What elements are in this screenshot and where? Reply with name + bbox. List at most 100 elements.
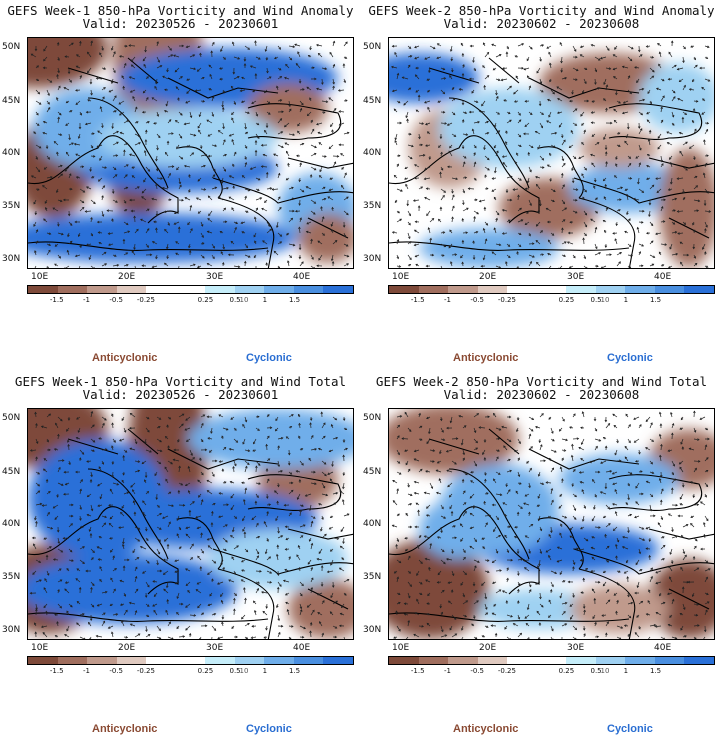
- colorbar-tick-label: -0.25: [136, 296, 155, 304]
- lat-label: 45N: [363, 96, 382, 106]
- colorbar-tick-label: -0.5: [109, 296, 124, 304]
- coastline: [428, 428, 714, 610]
- anticyclonic-region: [389, 409, 519, 474]
- colorbar-tick-label: -0.5: [470, 667, 485, 675]
- colorbar-bin: [389, 657, 419, 664]
- colorbar-bin: [175, 286, 206, 293]
- panel-title: GEFS Week-1 850-hPa Vorticity and Wind T…: [14, 374, 347, 389]
- lat-label: 45N: [2, 96, 21, 106]
- coastline: [217, 568, 275, 639]
- colorbar-tick-label: -1: [443, 296, 451, 304]
- colorbar-bin: [234, 657, 265, 664]
- colorbar-tick-label: 1.5: [288, 296, 301, 304]
- lon-label: 20E: [479, 643, 497, 653]
- colorbar-tick-label: -1.5: [49, 667, 64, 675]
- panel-week2-total: GEFS Week-2 850-hPa Vorticity and Wind T…: [361, 371, 722, 742]
- colorbar-tick-label: -1.5: [410, 296, 425, 304]
- colorbar-bin: [625, 657, 655, 664]
- colorbar-bin: [595, 657, 626, 664]
- lat-label: 50N: [363, 42, 382, 52]
- vorticity-map: [27, 37, 354, 269]
- colorbar-bin: [389, 286, 419, 293]
- colorbar-bin: [566, 657, 596, 664]
- lon-label: 10E: [31, 643, 49, 653]
- legend-cyclonic: Cyclonic: [246, 723, 292, 735]
- colorbar-ticks: -1.5 -1 -0.5 -0.25 0.25 0.5 1 1.5 10: [27, 667, 354, 677]
- colorbar-bin: [175, 657, 206, 664]
- colorbar-ticks: -1.5 -1 -0.5 -0.25 0.25 0.5 1 1.5 10: [27, 296, 354, 306]
- coastline: [448, 97, 530, 189]
- legend-anticyclonic: Anticyclonic: [453, 352, 519, 364]
- colorbar-bin: [205, 286, 235, 293]
- colorbar-bin: [87, 286, 117, 293]
- colorbar: [27, 285, 354, 294]
- lat-label: 40N: [363, 519, 382, 529]
- lat-label: 30N: [2, 625, 21, 635]
- lat-label: 50N: [363, 413, 382, 423]
- lat-label: 35N: [2, 201, 21, 211]
- cyclonic-region: [569, 163, 689, 213]
- colorbar-tick-label: -1.5: [410, 667, 425, 675]
- colorbar: [27, 656, 354, 665]
- lat-label: 30N: [2, 254, 21, 264]
- colorbar-tick-label: -0.5: [470, 296, 485, 304]
- coastline: [67, 57, 353, 239]
- cyclonic-region: [419, 499, 499, 559]
- colorbar-tick-label: -1: [82, 667, 90, 675]
- coastline: [389, 241, 630, 251]
- vorticity-map: [27, 408, 354, 640]
- colorbar-bin: [477, 657, 508, 664]
- map-canvas: [389, 409, 714, 639]
- colorbar-bin: [654, 657, 685, 664]
- anticyclonic-region: [649, 559, 714, 639]
- colorbar-bin: [448, 657, 478, 664]
- lon-label: 40E: [654, 643, 672, 653]
- colorbar-tick-label: 0.5: [590, 667, 602, 675]
- anticyclonic-region: [288, 579, 353, 639]
- colorbar-bin: [536, 657, 567, 664]
- legend-anticyclonic: Anticyclonic: [92, 352, 158, 364]
- coastline: [428, 57, 714, 239]
- cyclonic-region: [419, 228, 559, 268]
- colorbar-tick-label: 0.5: [229, 296, 241, 304]
- colorbar-tick-label: 1: [623, 296, 629, 304]
- lon-label: 40E: [654, 272, 672, 282]
- lon-label: 30E: [567, 643, 585, 653]
- colorbar-tick-label: 1.5: [649, 667, 662, 675]
- lat-label: 40N: [2, 148, 21, 158]
- coastline: [28, 135, 179, 224]
- colorbar-bin: [57, 286, 88, 293]
- colorbar-bin: [57, 657, 88, 664]
- cyclonic-region: [639, 63, 714, 133]
- legend-cyclonic: Cyclonic: [246, 352, 292, 364]
- anticyclonic-region: [389, 539, 489, 639]
- colorbar-tick-label: 0.25: [197, 667, 214, 675]
- panel-week2-anomaly: GEFS Week-2 850-hPa Vorticity and Wind A…: [361, 0, 722, 371]
- coastline: [389, 506, 540, 595]
- lat-label: 45N: [2, 467, 21, 477]
- colorbar-ticks: -1.5 -1 -0.5 -0.25 0.25 0.5 1 1.5 10: [388, 667, 715, 677]
- vector-scale-label: 10: [600, 667, 610, 675]
- vorticity-map: [388, 408, 715, 640]
- colorbar-bin: [684, 657, 715, 664]
- colorbar-bin: [477, 286, 508, 293]
- coastline: [578, 197, 636, 268]
- coastline: [247, 103, 341, 140]
- panel-title: GEFS Week-2 850-hPa Vorticity and Wind T…: [375, 374, 708, 389]
- colorbar-bin: [116, 657, 147, 664]
- cyclonic-region: [559, 454, 679, 504]
- colorbar-bin: [205, 657, 235, 664]
- colorbar-tick-label: 1: [262, 296, 268, 304]
- colorbar-tick-label: -1: [82, 296, 90, 304]
- anticyclonic-region: [248, 83, 328, 133]
- coastline: [87, 97, 169, 189]
- colorbar-bin: [264, 286, 294, 293]
- lon-label: 10E: [31, 272, 49, 282]
- lon-label: 40E: [293, 272, 311, 282]
- colorbar-bin: [448, 286, 478, 293]
- colorbar-bin: [323, 286, 354, 293]
- colorbar-tick-label: 0.5: [229, 667, 241, 675]
- colorbar-bin: [293, 286, 324, 293]
- lon-label: 10E: [392, 272, 410, 282]
- vorticity-shading: [28, 38, 353, 263]
